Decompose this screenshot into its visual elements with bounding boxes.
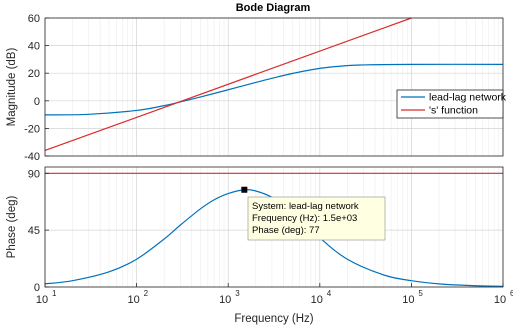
magnitude-plot: -40 -20 0 20 40 60 Magnitude (dB) lead-lag ne… bbox=[6, 13, 507, 163]
x-tick-exponent: 4 bbox=[327, 289, 332, 298]
x-tick-exponent: 1 bbox=[52, 289, 57, 298]
series-line-0 bbox=[44, 188, 504, 287]
y-tick-label: 40 bbox=[28, 41, 40, 53]
data-tip-phase: Phase (deg): 77 bbox=[252, 225, 320, 236]
x-tick-exponent: 3 bbox=[235, 289, 240, 298]
x-tick-label: 10 bbox=[36, 294, 48, 306]
data-tip-box bbox=[247, 196, 386, 241]
legend-entry-s-function: 's' function bbox=[429, 105, 478, 117]
legend[interactable]: lead-lag network 's' function bbox=[396, 89, 507, 119]
magnitude-y-ticks: -40 -20 0 20 40 60 bbox=[24, 13, 49, 163]
phase-y-ticks: 0 45 90 bbox=[28, 168, 49, 294]
phase-x-ticks: 10 1 10 2 10 3 10 4 10 5 10 6 bbox=[36, 283, 513, 306]
frequency-xlabel: Frequency (Hz) bbox=[234, 313, 313, 325]
x-tick-label: 10 bbox=[494, 294, 506, 306]
y-tick-label: 0 bbox=[34, 282, 40, 294]
y-tick-label: -40 bbox=[24, 151, 40, 163]
series-line-0 bbox=[44, 63, 504, 116]
data-tip-frequency: Frequency (Hz): 1.5e+03 bbox=[252, 213, 357, 224]
legend-entry-lead-lag: lead-lag network bbox=[429, 92, 507, 104]
x-tick-exponent: 6 bbox=[510, 289, 513, 298]
y-tick-label: -20 bbox=[24, 123, 40, 135]
y-tick-label: 20 bbox=[28, 68, 40, 80]
magnitude-plot-area bbox=[45, 18, 503, 156]
x-tick-label: 10 bbox=[127, 294, 139, 306]
phase-plot: 0 45 90 10 1 10 2 10 3 10 4 10 5 10 6 Phase (deg) Fre… bbox=[6, 166, 513, 325]
x-tick-exponent: 2 bbox=[144, 289, 149, 298]
legend-box bbox=[396, 89, 504, 119]
x-tick-exponent: 5 bbox=[418, 289, 423, 298]
data-tip[interactable]: System: lead-lag network Frequency (Hz):… bbox=[241, 186, 386, 241]
x-tick-label: 10 bbox=[402, 294, 414, 306]
data-tip-marker[interactable] bbox=[241, 186, 248, 193]
chart-title: Bode Diagram bbox=[236, 2, 311, 14]
y-tick-label: 0 bbox=[34, 96, 40, 108]
y-tick-label: 90 bbox=[28, 168, 40, 180]
data-tip-system: System: lead-lag network bbox=[252, 201, 359, 212]
magnitude-series bbox=[44, 17, 504, 152]
series-line-1 bbox=[44, 17, 412, 152]
phase-series bbox=[44, 172, 504, 287]
magnitude-axes-box bbox=[44, 17, 504, 157]
x-tick-label: 10 bbox=[219, 294, 231, 306]
phase-ylabel: Phase (deg) bbox=[6, 196, 18, 259]
y-tick-label: 45 bbox=[28, 225, 40, 237]
x-tick-label: 10 bbox=[311, 294, 323, 306]
magnitude-ylabel: Magnitude (dB) bbox=[6, 48, 18, 127]
phase-axes-box bbox=[44, 166, 504, 288]
y-tick-label: 60 bbox=[28, 13, 40, 25]
